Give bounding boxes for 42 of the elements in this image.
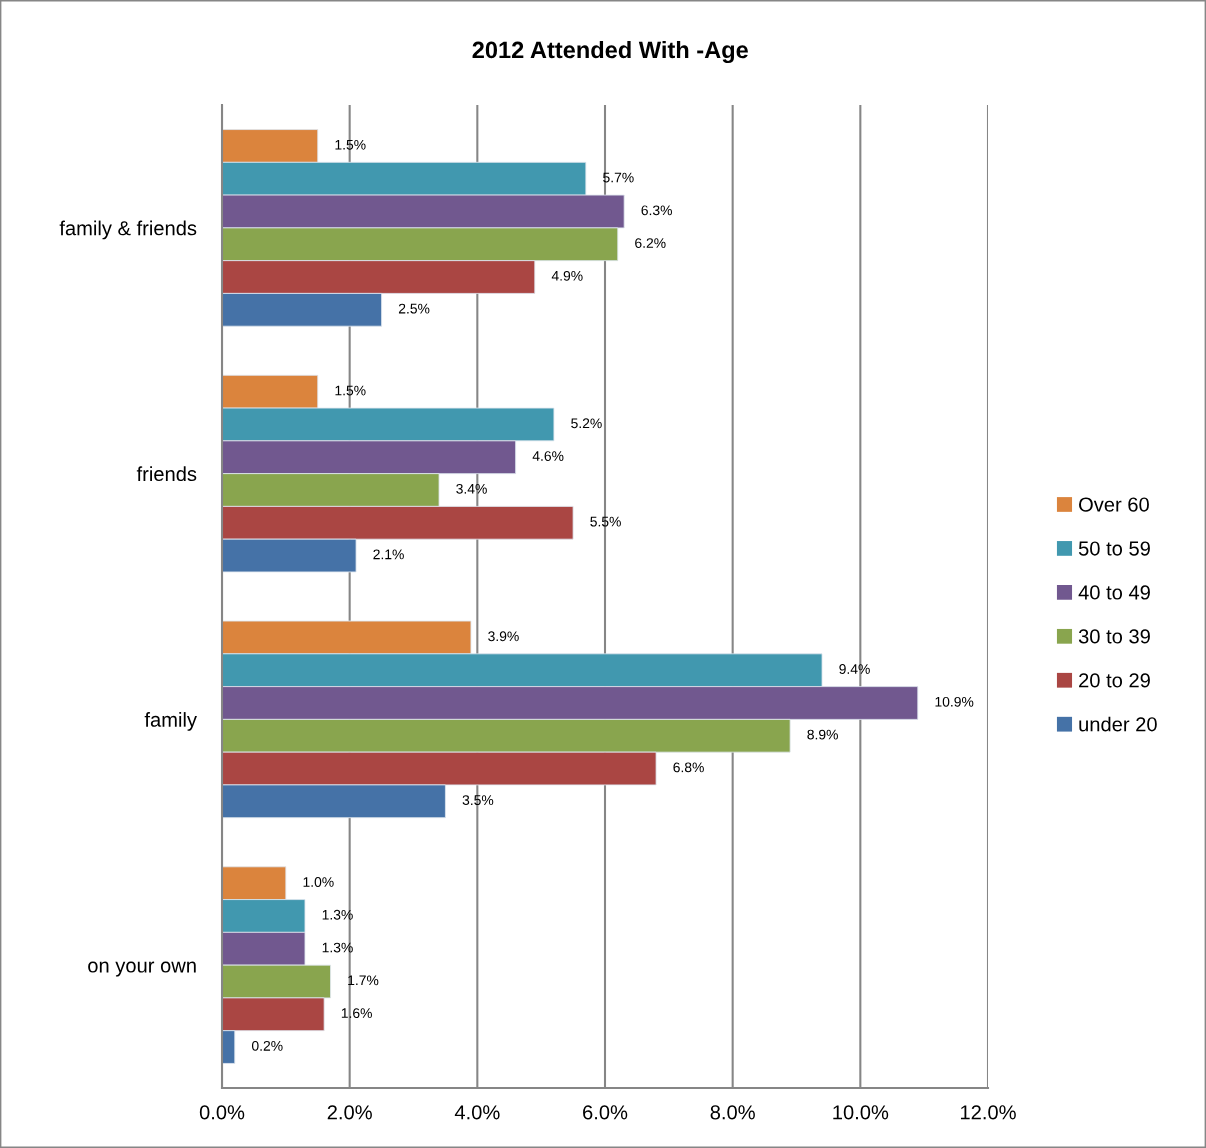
data-label: 2.5% — [398, 303, 430, 314]
data-label: 1.6% — [341, 1008, 372, 1018]
data-label: 6.2% — [635, 238, 666, 248]
x-tick-label: 4.0% — [454, 1105, 500, 1120]
x-tick-label: 2.0% — [327, 1105, 372, 1120]
data-label: 1.0% — [303, 877, 334, 887]
data-label: 10.9% — [935, 696, 974, 707]
data-label: 5.2% — [571, 418, 602, 429]
data-label: 0.2% — [251, 1040, 283, 1051]
legend-label: 50 to 59 — [1078, 541, 1150, 556]
data-label: 2.1% — [373, 549, 404, 560]
y-tick-label: on your own — [88, 961, 196, 977]
data-label: 3.5% — [462, 795, 494, 806]
data-label: 5.7% — [603, 172, 634, 183]
data-label: 6.3% — [641, 205, 672, 216]
legend-label: under 20 — [1079, 716, 1157, 732]
x-tick-label: 6.0% — [583, 1105, 628, 1120]
y-tick-label: friends — [136, 466, 197, 482]
chart-title: 2012 Attended With -Age — [472, 40, 748, 64]
y-tick-label: family — [144, 712, 197, 731]
data-label: 1.3% — [322, 909, 353, 920]
x-tick-label: 12.0% — [960, 1105, 1016, 1120]
legend-label: Over 60 — [1079, 497, 1149, 512]
legend-label: 30 to 39 — [1078, 629, 1150, 644]
data-label: 4.6% — [532, 451, 564, 461]
y-tick-label: family & friends — [59, 220, 197, 240]
data-label: 1.7% — [348, 975, 379, 986]
data-label: 9.4% — [839, 664, 870, 674]
data-label: 1.5% — [335, 385, 366, 396]
legend-label: 40 to 49 — [1078, 585, 1150, 600]
data-label: 1.3% — [322, 942, 353, 953]
legend-label: 20 to 29 — [1079, 673, 1150, 688]
data-label: 3.4% — [456, 483, 487, 494]
data-label: 3.9% — [488, 631, 519, 642]
data-label: 4.9% — [551, 270, 583, 281]
x-tick-label: 10.0% — [833, 1105, 889, 1120]
x-tick-label: 0.0% — [199, 1105, 245, 1120]
data-label: 5.5% — [590, 516, 621, 527]
data-label: 8.9% — [807, 729, 838, 740]
x-tick-label: 8.0% — [710, 1105, 755, 1120]
data-label: 6.8% — [673, 762, 704, 773]
data-label: 1.5% — [335, 139, 366, 150]
